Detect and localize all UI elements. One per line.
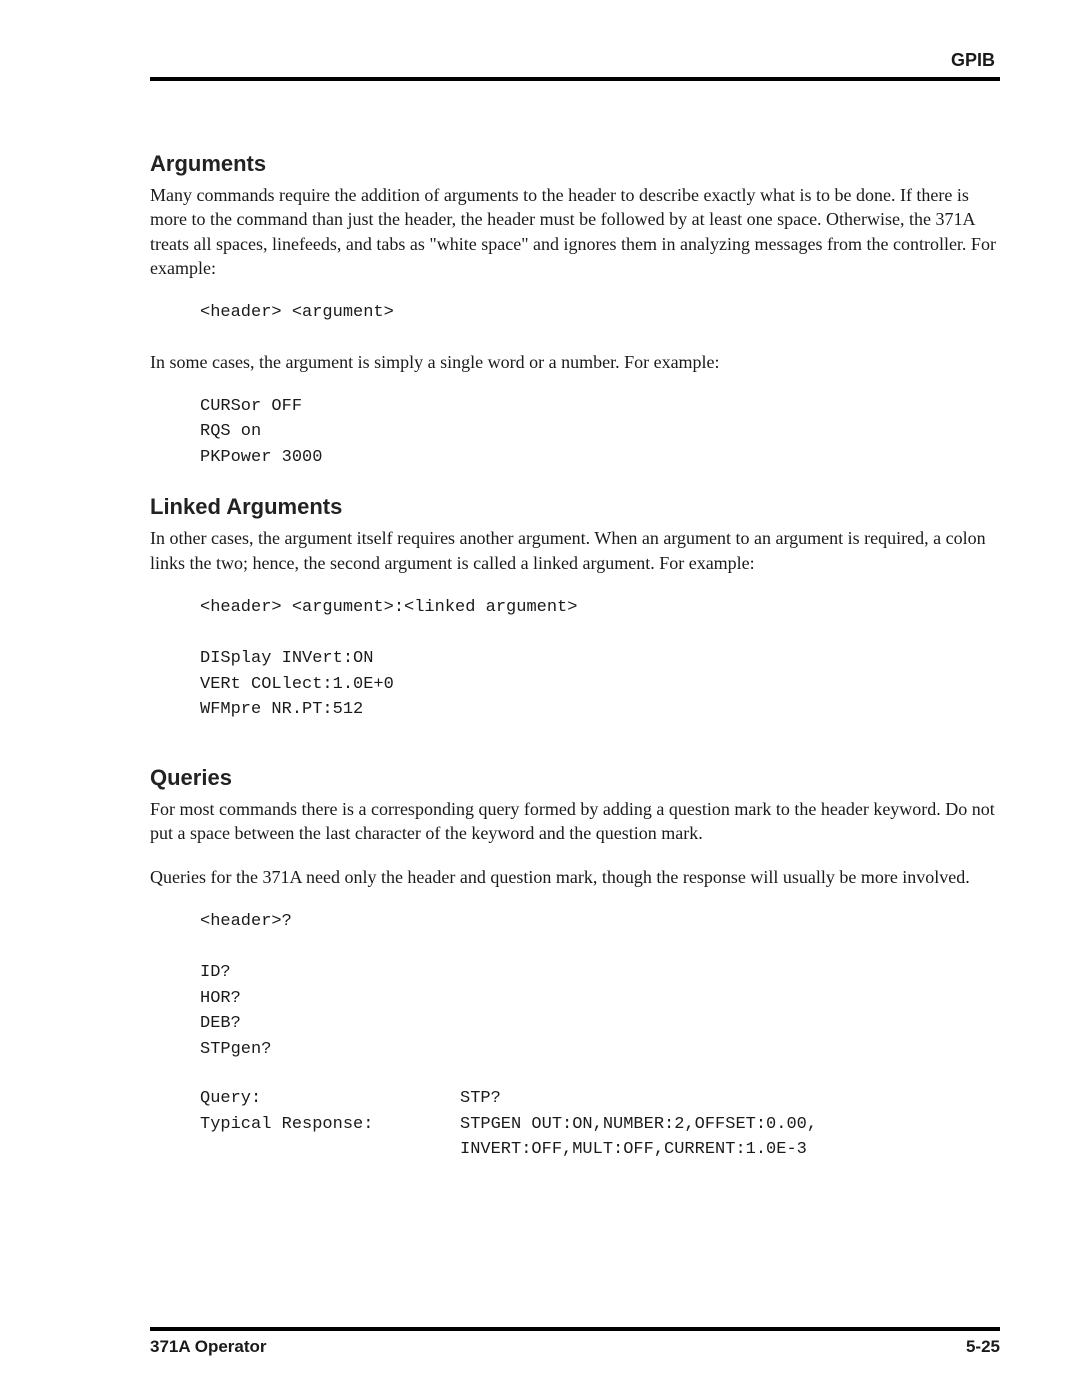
footer: 371A Operator 5-25 <box>150 1327 1000 1357</box>
arguments-code1: <header> <argument> <box>200 300 1000 326</box>
response-label: Typical Response: <box>200 1112 460 1138</box>
queries-p2: Queries for the 371A need only the heade… <box>150 865 1000 889</box>
page-content: GPIB Arguments Many commands require the… <box>0 0 1080 1227</box>
footer-right: 5-25 <box>966 1337 1000 1357</box>
top-rule <box>150 77 1000 81</box>
arguments-p2: In some cases, the argument is simply a … <box>150 350 1000 374</box>
linked-code1: <header> <argument>:<linked argument> DI… <box>200 595 1000 723</box>
query-response-block: Query: STP? Typical Response: STPGEN OUT… <box>200 1086 1000 1163</box>
query-label: Query: <box>200 1086 460 1112</box>
arguments-code2: CURSor OFF RQS on PKPower 3000 <box>200 394 1000 471</box>
queries-heading: Queries <box>150 765 1000 791</box>
footer-left: 371A Operator <box>150 1337 267 1357</box>
header-label: GPIB <box>150 50 1000 71</box>
queries-p1: For most commands there is a correspondi… <box>150 797 1000 846</box>
arguments-heading: Arguments <box>150 151 1000 177</box>
response-line2: INVERT:OFF,MULT:OFF,CURRENT:1.0E-3 <box>460 1137 1000 1163</box>
bottom-rule <box>150 1327 1000 1331</box>
query-value: STP? <box>460 1086 1000 1112</box>
response-line1: STPGEN OUT:ON,NUMBER:2,OFFSET:0.00, <box>460 1112 1000 1138</box>
linked-p1: In other cases, the argument itself requ… <box>150 526 1000 575</box>
queries-code1: <header>? ID? HOR? DEB? STPgen? <box>200 909 1000 1062</box>
linked-heading: Linked Arguments <box>150 494 1000 520</box>
arguments-p1: Many commands require the addition of ar… <box>150 183 1000 280</box>
